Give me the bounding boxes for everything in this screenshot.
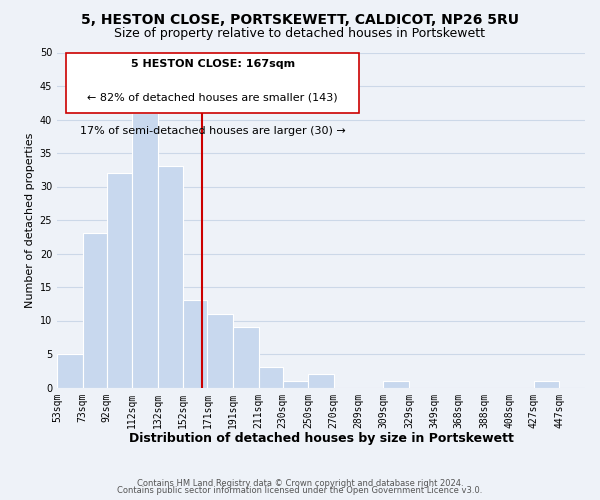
Text: Size of property relative to detached houses in Portskewett: Size of property relative to detached ho… bbox=[115, 28, 485, 40]
Bar bbox=[259, 368, 283, 388]
Text: Contains HM Land Registry data © Crown copyright and database right 2024.: Contains HM Land Registry data © Crown c… bbox=[137, 478, 463, 488]
X-axis label: Distribution of detached houses by size in Portskewett: Distribution of detached houses by size … bbox=[128, 432, 514, 445]
Text: 5 HESTON CLOSE: 167sqm: 5 HESTON CLOSE: 167sqm bbox=[131, 59, 295, 69]
Bar bbox=[83, 234, 107, 388]
Bar bbox=[233, 327, 259, 388]
Bar bbox=[534, 381, 559, 388]
Bar bbox=[208, 314, 233, 388]
Text: 5, HESTON CLOSE, PORTSKEWETT, CALDICOT, NP26 5RU: 5, HESTON CLOSE, PORTSKEWETT, CALDICOT, … bbox=[81, 12, 519, 26]
Text: 17% of semi-detached houses are larger (30) →: 17% of semi-detached houses are larger (… bbox=[80, 126, 346, 136]
Text: ← 82% of detached houses are smaller (143): ← 82% of detached houses are smaller (14… bbox=[87, 92, 338, 102]
Bar bbox=[158, 166, 183, 388]
Bar bbox=[383, 381, 409, 388]
Y-axis label: Number of detached properties: Number of detached properties bbox=[25, 132, 35, 308]
FancyBboxPatch shape bbox=[66, 52, 359, 113]
Text: Contains public sector information licensed under the Open Government Licence v3: Contains public sector information licen… bbox=[118, 486, 482, 495]
Bar bbox=[107, 173, 132, 388]
Bar bbox=[132, 113, 158, 388]
Bar bbox=[283, 381, 308, 388]
Bar bbox=[57, 354, 83, 388]
Bar bbox=[183, 300, 208, 388]
Bar bbox=[308, 374, 334, 388]
